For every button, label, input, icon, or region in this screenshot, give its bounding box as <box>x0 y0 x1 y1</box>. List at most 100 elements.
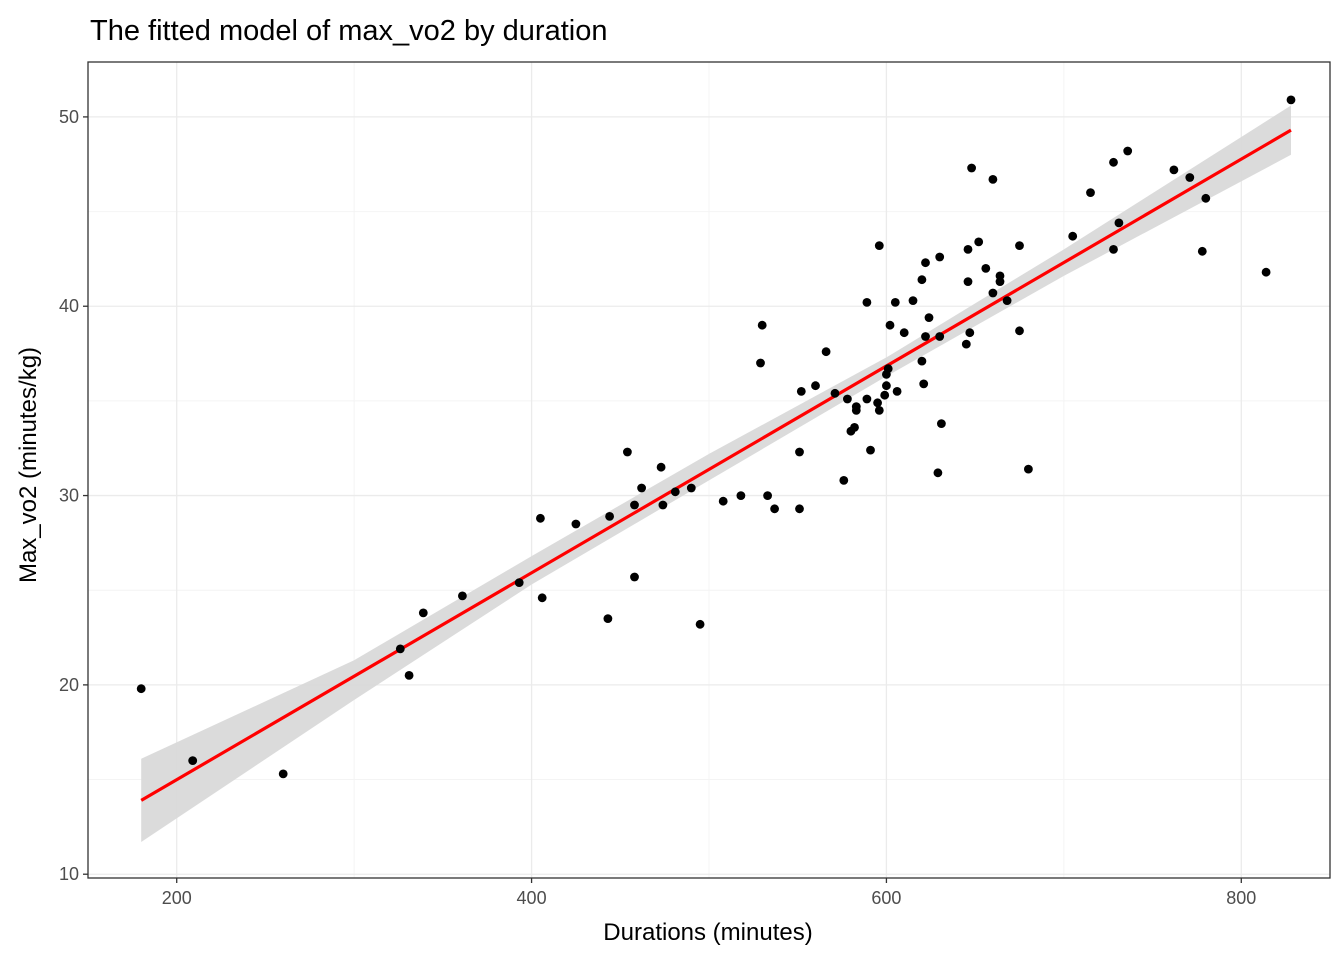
data-point <box>850 423 859 432</box>
data-point <box>874 241 884 251</box>
data-point <box>695 619 705 629</box>
data-point <box>963 277 973 286</box>
panel-border-layer <box>87 61 1331 879</box>
data-point <box>1068 231 1078 241</box>
data-point <box>1109 157 1118 167</box>
x-tick-label: 800 <box>1226 888 1256 908</box>
data-point <box>795 504 804 514</box>
data-point <box>933 468 943 478</box>
confidence-band-layer <box>141 105 1292 842</box>
data-point <box>1169 165 1179 175</box>
data-point <box>795 447 804 457</box>
data-point <box>961 339 971 349</box>
data-point <box>623 447 632 457</box>
data-point <box>537 593 547 603</box>
y-tick-label: 40 <box>59 296 79 316</box>
data-point <box>1286 95 1296 105</box>
y-tick-label: 50 <box>59 107 79 127</box>
data-point <box>963 245 973 254</box>
y-axis-ticks: 10 20 30 40 50 <box>59 107 88 884</box>
data-point <box>418 608 428 618</box>
data-point <box>1185 173 1195 182</box>
data-point <box>899 328 909 338</box>
data-point <box>866 445 875 455</box>
data-point <box>935 252 945 262</box>
data-point <box>1002 296 1012 305</box>
data-point <box>1086 188 1095 198</box>
data-point <box>1261 267 1271 277</box>
major-gridlines <box>88 62 1330 878</box>
data-point <box>571 519 581 529</box>
data-point <box>1015 326 1024 336</box>
data-point <box>1015 241 1024 251</box>
x-tick-label: 200 <box>162 888 192 908</box>
data-point <box>278 769 288 779</box>
data-point <box>974 237 984 247</box>
x-axis-ticks: 200 400 600 800 <box>162 878 1256 908</box>
x-tick-label: 600 <box>871 888 901 908</box>
data-point <box>885 320 895 330</box>
y-axis-title: Max_vo2 (minutes/kg) <box>15 347 42 583</box>
data-point <box>892 387 902 396</box>
data-point <box>935 332 945 341</box>
data-point <box>880 390 890 400</box>
data-point <box>851 402 861 411</box>
data-point <box>1197 246 1207 256</box>
data-point <box>630 500 639 510</box>
y-tick-label: 20 <box>59 675 79 695</box>
panel-border <box>87 61 1331 879</box>
data-point <box>843 394 852 404</box>
chart-title: The fitted model of max_vo2 by duration <box>90 15 607 47</box>
data-point <box>670 487 680 497</box>
data-point <box>1114 218 1124 228</box>
data-point <box>908 296 918 305</box>
data-point <box>658 500 668 510</box>
data-point <box>988 175 998 184</box>
data-point <box>924 313 934 322</box>
data-point <box>830 388 840 398</box>
data-point <box>188 756 198 765</box>
x-tick-label: 400 <box>517 888 547 908</box>
data-point <box>995 271 1005 281</box>
data-point <box>965 328 975 338</box>
data-point <box>981 264 991 273</box>
data-point <box>919 379 929 389</box>
data-point <box>917 356 927 366</box>
data-point <box>770 504 779 514</box>
data-point <box>873 398 882 408</box>
data-point <box>1201 193 1211 203</box>
data-point <box>514 578 524 587</box>
data-point <box>656 462 666 472</box>
y-tick-label: 30 <box>59 486 79 506</box>
data-point <box>756 358 765 368</box>
data-point <box>796 387 806 396</box>
data-point <box>874 406 884 415</box>
data-point <box>718 496 728 506</box>
data-point <box>890 298 900 307</box>
data-point <box>921 332 930 341</box>
data-point <box>937 419 946 428</box>
fitted-regression-line <box>140 128 1292 802</box>
data-point <box>404 671 414 680</box>
data-point <box>136 684 146 694</box>
data-point <box>630 572 639 582</box>
data-point <box>603 614 613 623</box>
confidence-band <box>141 105 1292 842</box>
data-point <box>882 381 891 391</box>
data-point <box>605 512 614 521</box>
data-point <box>1109 245 1118 254</box>
data-point <box>862 394 872 404</box>
data-point <box>988 288 998 298</box>
data-point <box>458 591 467 601</box>
fit-line-layer <box>140 128 1292 802</box>
data-point <box>921 258 930 268</box>
data-point <box>686 483 696 493</box>
data-points-layer <box>136 95 1296 779</box>
data-point <box>1123 146 1133 156</box>
data-point <box>1024 464 1033 474</box>
data-point <box>967 163 976 173</box>
data-point <box>917 275 927 285</box>
data-point <box>883 364 893 374</box>
